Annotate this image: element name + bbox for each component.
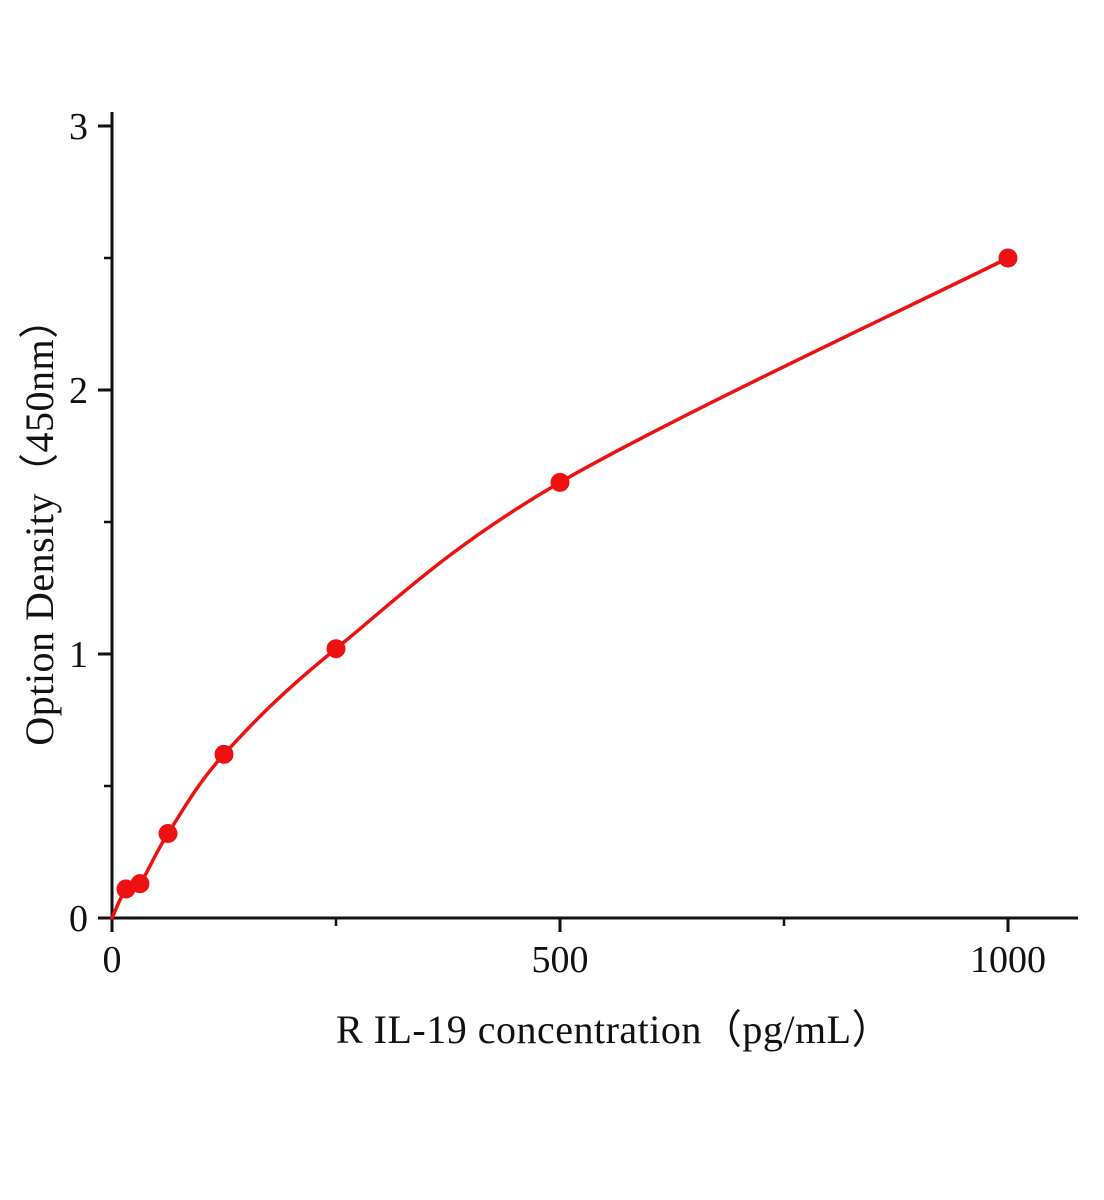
data-point-marker: [550, 472, 570, 492]
x-axis-tick-labels: 0 500 1000: [103, 939, 1047, 981]
y-tick-label: 1: [69, 634, 88, 676]
data-point-marker: [326, 639, 346, 659]
y-axis-tick-labels: 0 1 2 3: [69, 106, 88, 940]
y-tick-label: 0: [69, 898, 88, 940]
x-tick-label: 500: [532, 939, 589, 981]
x-axis-label: R IL-19 concentration（pg/mL）: [335, 1007, 893, 1052]
y-tick-label: 3: [69, 106, 88, 148]
data-point-marker: [998, 248, 1018, 268]
data-point-marker: [130, 874, 150, 894]
data-point-marker: [158, 824, 178, 844]
standard-curve-line: [110, 256, 1010, 920]
y-axis-label: Option Density（450nm）: [17, 298, 62, 746]
x-tick-label: 0: [103, 939, 122, 981]
x-axis-ticks: [110, 918, 1010, 932]
data-point-markers: [116, 248, 1018, 899]
x-tick-label: 1000: [970, 939, 1046, 981]
y-axis-ticks: [98, 124, 112, 920]
data-point-marker: [214, 744, 234, 764]
y-tick-label: 2: [69, 370, 88, 412]
